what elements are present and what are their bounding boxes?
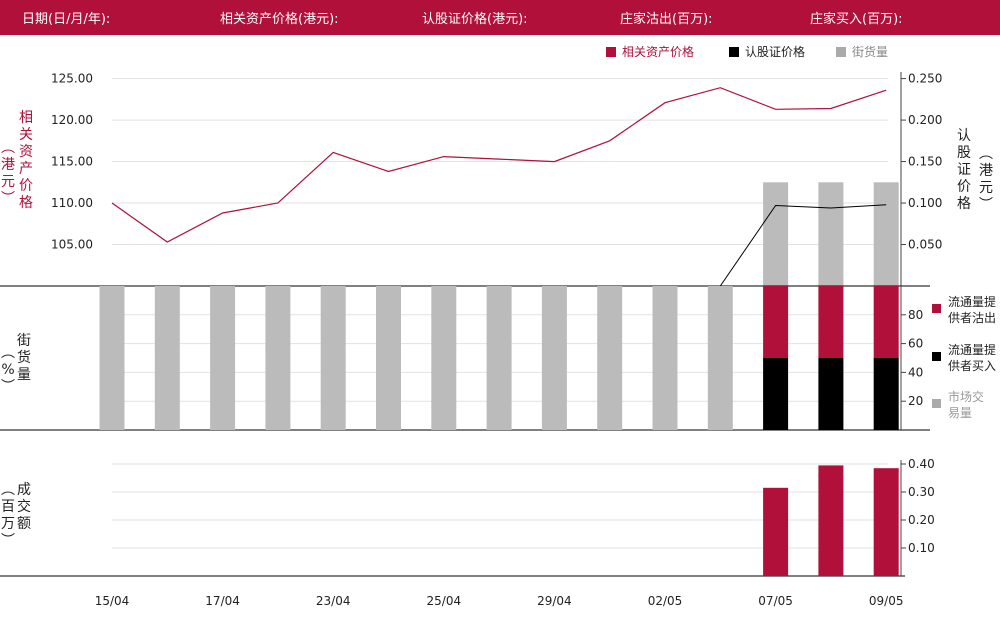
x-tick-label: 29/04	[537, 594, 572, 608]
turnover-tick-label: 0.30	[908, 485, 935, 499]
legend-market[interactable]: 市场交易量	[932, 389, 1000, 425]
legend-lp-buy[interactable]: 流通量提供者买入	[932, 342, 1000, 378]
header-bar: 日期(日/月/年): 相关资产价格(港元): 认股证价格(港元): 庄家沽出(百…	[0, 0, 1000, 35]
asset-tick-label: 105.00	[51, 238, 93, 252]
warrant-tick-label: 0.200	[908, 113, 942, 127]
legend-market-swatch	[932, 399, 941, 408]
outstanding-bar	[818, 182, 844, 286]
x-tick-label: 02/05	[648, 594, 683, 608]
market-volume-bar	[431, 286, 457, 430]
legend-lp-sell-swatch	[932, 304, 941, 313]
asset-axis-title: 相关资产价格	[19, 110, 33, 211]
x-tick-label: 17/04	[205, 594, 240, 608]
warrant-price-label: 认股证价格(港元):	[422, 12, 528, 27]
issuer-buy-label: 庄家买入(百万):	[810, 12, 903, 27]
outstanding-bar	[873, 182, 899, 286]
outstanding-tick-label: 40	[908, 365, 923, 379]
turnover-axis-title: 成交额	[17, 482, 31, 532]
warrant-axis-unit: ︵ 港元 ︶	[979, 146, 993, 213]
warrant-price-line	[719, 204, 887, 287]
turnover-bar	[818, 465, 844, 576]
turnover-bar	[763, 487, 789, 576]
warrant-tick-label: 0.050	[908, 238, 942, 252]
issuer-sell-label: 庄家沽出(百万):	[620, 12, 713, 27]
outstanding-tick-label: 80	[908, 308, 923, 322]
outstanding-tick-label: 60	[908, 337, 923, 351]
legend-outstanding[interactable]: 街货量	[836, 43, 888, 60]
asset-axis-unit: ︵ 港元 ︶	[1, 140, 15, 207]
x-tick-label: 23/04	[316, 594, 351, 608]
market-volume-bar	[99, 286, 125, 430]
warrant-tick-label: 0.150	[908, 155, 942, 169]
market-volume-bar	[210, 286, 236, 430]
turnover-tick-label: 0.10	[908, 541, 935, 555]
market-volume-bar	[486, 286, 512, 430]
legend-asset[interactable]: 相关资产价格	[606, 43, 694, 60]
x-tick-label: 07/05	[758, 594, 793, 608]
warrant-tick-label: 0.100	[908, 196, 942, 210]
outstanding-bar	[763, 182, 789, 286]
legend-asset-swatch	[606, 47, 616, 57]
legend-warrant-swatch	[729, 47, 739, 57]
market-volume-bar	[652, 286, 678, 430]
warrant-tick-label: 0.250	[908, 72, 942, 86]
lp-buy-bar	[873, 358, 899, 430]
lp-sell-bar	[763, 286, 789, 358]
warrant-axis-title: 认股证价格	[957, 128, 971, 212]
market-volume-bar	[154, 286, 180, 430]
date-label: 日期(日/月/年):	[22, 12, 111, 27]
lp-sell-bar	[873, 286, 899, 358]
legend-warrant[interactable]: 认股证价格	[729, 43, 805, 60]
turnover-axis-unit: ︵ 百万 ︶	[1, 482, 15, 549]
lp-buy-bar	[818, 358, 844, 430]
asset-tick-label: 115.00	[51, 155, 93, 169]
turnover-tick-label: 0.20	[908, 513, 935, 527]
lp-buy-bar	[763, 358, 789, 430]
lp-sell-bar	[818, 286, 844, 358]
market-volume-bar	[541, 286, 567, 430]
legend-lp-buy-swatch	[932, 352, 941, 361]
outstanding-tick-label: 20	[908, 394, 923, 408]
market-volume-bar	[376, 286, 401, 430]
turnover-bar	[873, 468, 899, 576]
asset-price-label: 相关资产价格(港元):	[220, 12, 339, 27]
outstanding-axis-unit: ︵% ︶	[1, 345, 15, 395]
market-volume-bar	[265, 286, 291, 430]
x-tick-label: 09/05	[869, 594, 904, 608]
turnover-tick-label: 0.40	[908, 457, 935, 471]
x-tick-label: 25/04	[427, 594, 462, 608]
outstanding-axis-title: 街货量	[17, 333, 31, 383]
market-volume-bar	[707, 286, 733, 430]
market-volume-bar	[597, 286, 623, 430]
asset-tick-label: 110.00	[51, 196, 93, 210]
market-volume-bar	[320, 286, 346, 430]
x-tick-label: 15/04	[95, 594, 130, 608]
asset-tick-label: 120.00	[51, 113, 93, 127]
legend-lp-sell[interactable]: 流通量提供者沽出	[932, 294, 1000, 330]
asset-price-line	[111, 87, 887, 243]
legend-outstanding-swatch	[836, 47, 846, 57]
asset-tick-label: 125.00	[51, 72, 93, 86]
